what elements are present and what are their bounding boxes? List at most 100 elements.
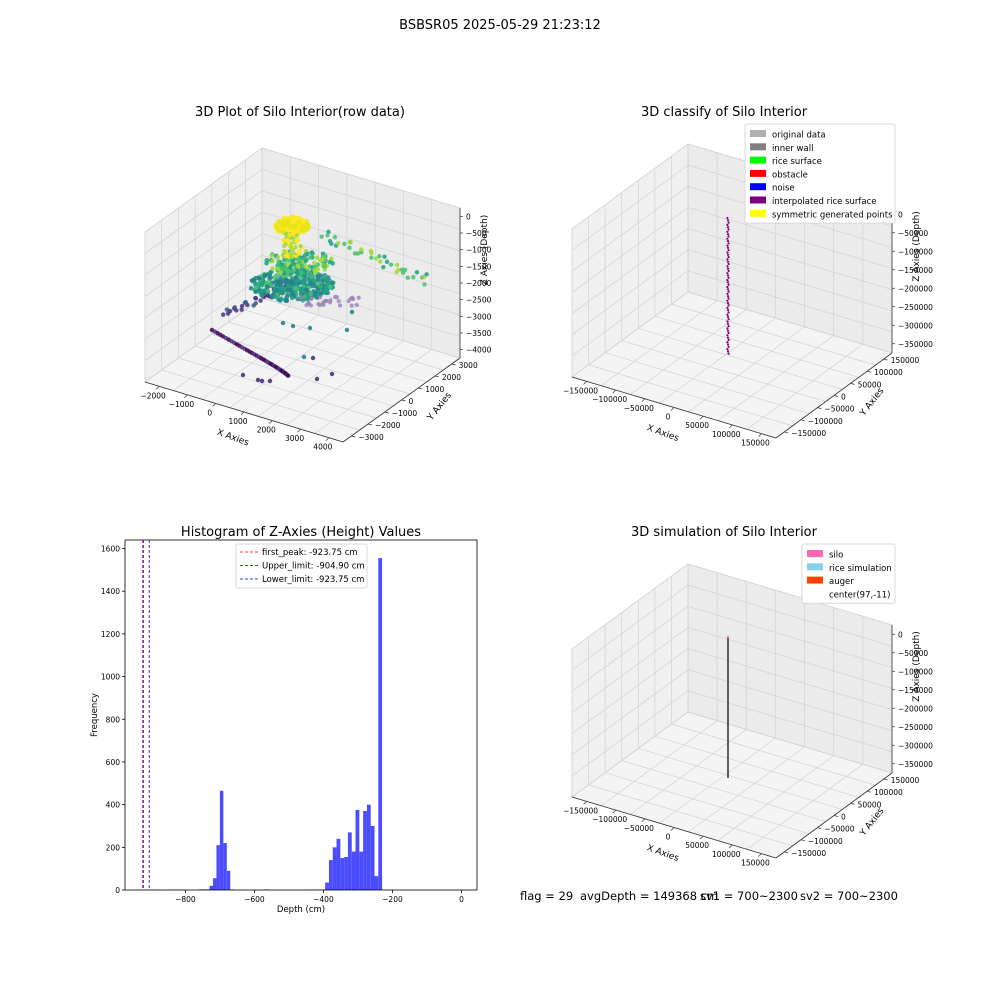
grid-line xyxy=(228,321,427,383)
classified-point xyxy=(726,327,729,330)
z-tick-label: 0 xyxy=(898,630,903,639)
x-tick-label: −50000 xyxy=(624,824,654,833)
data-point xyxy=(381,264,386,270)
z-tick-label: −100000 xyxy=(898,667,933,676)
grid-line xyxy=(687,711,893,774)
classified-point xyxy=(726,334,729,337)
grid-line xyxy=(571,164,689,251)
histogram-bar xyxy=(226,870,231,890)
data-point xyxy=(352,251,358,256)
x-tick xyxy=(670,407,675,411)
data-point xyxy=(315,287,321,292)
histogram-bar xyxy=(370,825,375,890)
data-point xyxy=(265,288,270,294)
grid-line xyxy=(654,735,859,798)
grid-line xyxy=(687,584,893,647)
grid-line xyxy=(659,317,776,404)
data-point xyxy=(328,284,333,290)
data-point xyxy=(272,294,278,300)
grid-line xyxy=(286,340,404,426)
data-point xyxy=(338,303,343,308)
y-tick-label: 2000 xyxy=(442,373,461,382)
data-point xyxy=(303,263,308,269)
x-tick xyxy=(670,827,675,831)
x-tick-label: −800 xyxy=(175,895,196,904)
data-point xyxy=(316,301,321,307)
data-point xyxy=(272,275,277,280)
z-tick-label: −50000 xyxy=(898,649,928,658)
classified-point xyxy=(726,237,729,240)
y-tick xyxy=(800,839,805,842)
data-point xyxy=(314,376,320,382)
classified-point xyxy=(726,350,730,353)
histogram-bar xyxy=(219,790,224,890)
data-point xyxy=(294,238,299,244)
classified-point xyxy=(726,239,730,243)
data-point xyxy=(305,277,311,283)
y-tick xyxy=(784,851,789,854)
data-point xyxy=(307,281,313,287)
classified-point xyxy=(726,223,729,226)
z-tick-label: −2500 xyxy=(466,296,492,305)
data-point xyxy=(414,270,420,275)
grid-line xyxy=(605,772,810,835)
grid-line xyxy=(687,627,893,689)
data-point xyxy=(289,295,295,301)
data-point xyxy=(289,254,294,260)
x-tick-label: 150000 xyxy=(741,439,770,448)
z-axis-label: Z Axies (Depth) xyxy=(912,631,922,702)
data-point xyxy=(318,282,324,288)
data-point xyxy=(304,303,309,308)
z-tick-label: −150000 xyxy=(898,686,933,695)
z-tick-label: −250000 xyxy=(898,303,933,312)
data-point xyxy=(382,254,387,259)
x-tick-label: 100000 xyxy=(712,850,741,859)
data-point xyxy=(402,267,408,273)
classified-point xyxy=(726,306,729,309)
x-tick-label: −100000 xyxy=(592,395,627,404)
data-point xyxy=(312,269,318,275)
legend-label: first_peak: -923.75 cm xyxy=(262,548,358,558)
x-tick-label: 0 xyxy=(666,833,671,842)
classified-point xyxy=(726,265,729,268)
classify-legend: original data inner wall rice surface obsta… xyxy=(744,123,896,224)
classified-point xyxy=(726,219,730,222)
y-tick xyxy=(883,358,888,361)
grid-line xyxy=(144,190,263,276)
data-point xyxy=(309,250,315,255)
data-point xyxy=(342,241,347,247)
x-tick-label: −400 xyxy=(313,895,334,904)
grid-line xyxy=(687,207,893,269)
sv1-label: sv1 = 700~2300 xyxy=(700,889,798,903)
data-point xyxy=(307,325,313,331)
data-point xyxy=(369,250,374,256)
data-point xyxy=(350,295,355,300)
grid-line xyxy=(688,746,805,833)
data-point xyxy=(285,269,291,275)
grid-line xyxy=(571,606,689,692)
grid-line xyxy=(571,711,689,798)
grid-line xyxy=(571,270,689,357)
x-tick-label: −600 xyxy=(244,895,265,904)
y-tick-label: 200 xyxy=(106,843,121,852)
data-point xyxy=(279,296,284,301)
data-point xyxy=(347,245,352,251)
data-point xyxy=(283,253,289,259)
data-point xyxy=(298,243,303,249)
classified-point xyxy=(726,315,730,318)
grid-line xyxy=(605,352,810,415)
x-tick-label: −200 xyxy=(382,895,403,904)
grid-line xyxy=(245,309,444,371)
avg-depth-label: avgDepth = 149368 cm xyxy=(580,889,719,903)
panel-title: 3D classify of Silo Interior xyxy=(641,105,808,120)
classified-point xyxy=(726,230,729,233)
x-tick xyxy=(699,415,704,420)
grid-line xyxy=(211,333,410,395)
y-tick-label: −150000 xyxy=(791,429,826,438)
x-tick xyxy=(729,844,733,849)
classified-point xyxy=(726,260,730,263)
classified-point xyxy=(726,244,729,247)
classified-point xyxy=(727,290,730,293)
legend-swatch xyxy=(750,183,766,191)
